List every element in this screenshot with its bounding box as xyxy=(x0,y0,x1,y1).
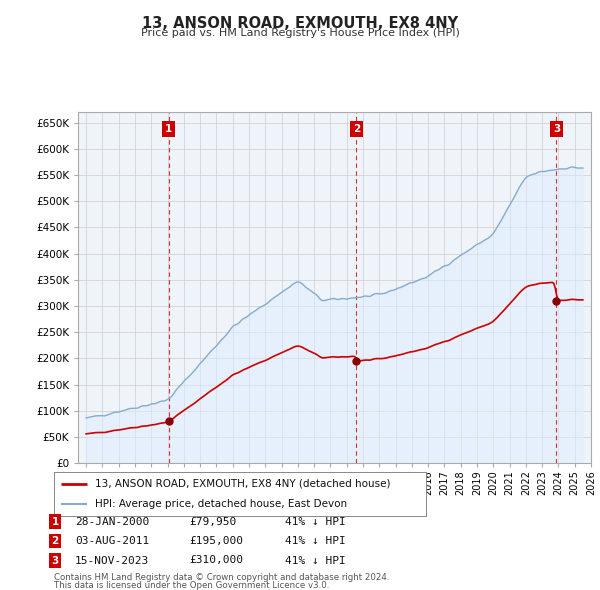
Text: 41% ↓ HPI: 41% ↓ HPI xyxy=(285,556,346,565)
Text: HPI: Average price, detached house, East Devon: HPI: Average price, detached house, East… xyxy=(95,499,347,509)
Text: Price paid vs. HM Land Registry's House Price Index (HPI): Price paid vs. HM Land Registry's House … xyxy=(140,28,460,38)
Text: £79,950: £79,950 xyxy=(189,517,236,526)
Text: 28-JAN-2000: 28-JAN-2000 xyxy=(75,517,149,526)
Text: 2: 2 xyxy=(353,124,360,134)
Text: £310,000: £310,000 xyxy=(189,556,243,565)
Text: 03-AUG-2011: 03-AUG-2011 xyxy=(75,536,149,546)
Text: 15-NOV-2023: 15-NOV-2023 xyxy=(75,556,149,565)
Text: Contains HM Land Registry data © Crown copyright and database right 2024.: Contains HM Land Registry data © Crown c… xyxy=(54,572,389,582)
Text: 13, ANSON ROAD, EXMOUTH, EX8 4NY: 13, ANSON ROAD, EXMOUTH, EX8 4NY xyxy=(142,16,458,31)
Text: 1: 1 xyxy=(52,517,59,526)
Text: 1: 1 xyxy=(165,124,172,134)
Text: 13, ANSON ROAD, EXMOUTH, EX8 4NY (detached house): 13, ANSON ROAD, EXMOUTH, EX8 4NY (detach… xyxy=(95,479,391,489)
Text: 2: 2 xyxy=(52,536,59,546)
Text: This data is licensed under the Open Government Licence v3.0.: This data is licensed under the Open Gov… xyxy=(54,581,329,590)
Text: 3: 3 xyxy=(553,124,560,134)
Text: 41% ↓ HPI: 41% ↓ HPI xyxy=(285,536,346,546)
Text: £195,000: £195,000 xyxy=(189,536,243,546)
Text: 41% ↓ HPI: 41% ↓ HPI xyxy=(285,517,346,526)
Text: 3: 3 xyxy=(52,556,59,565)
